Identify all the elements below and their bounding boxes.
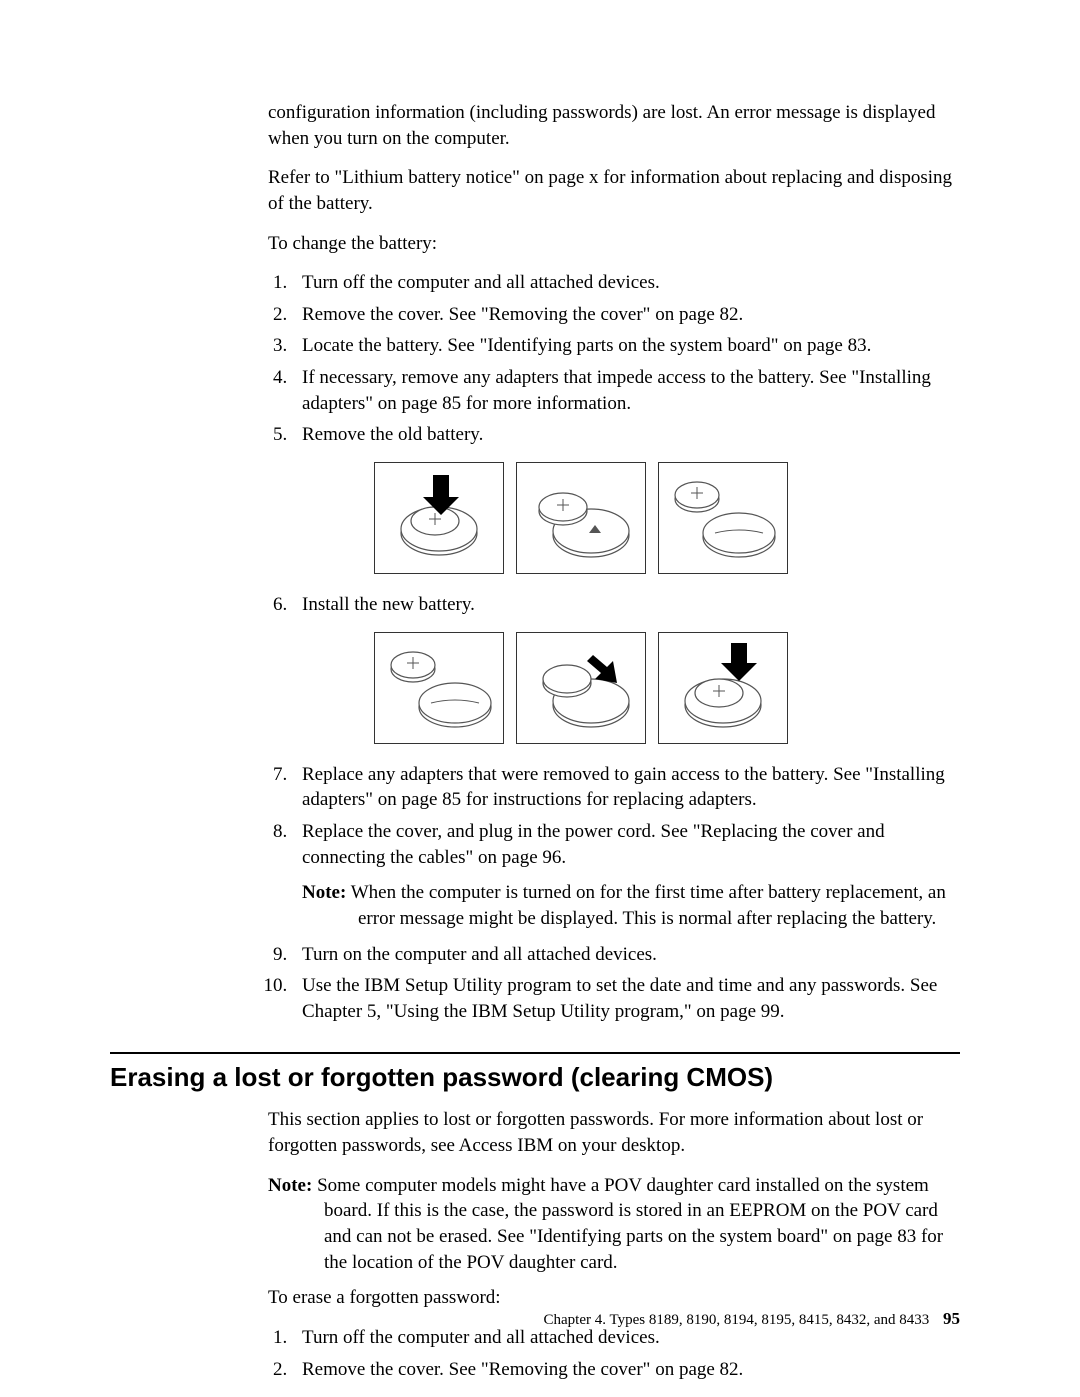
step-3: Locate the battery. See "Identifying par… [292, 333, 960, 359]
figure-row-remove [374, 462, 960, 574]
erase-steps-list: Turn off the computer and all attached d… [268, 1325, 960, 1382]
section-divider [110, 1052, 960, 1054]
page: configuration information (including pas… [0, 0, 1080, 1397]
step-7: Replace any adapters that were removed t… [292, 762, 960, 813]
intro-paragraph-2: Refer to "Lithium battery notice" on pag… [268, 165, 960, 216]
step-8-text: Replace the cover, and plug in the power… [302, 821, 885, 868]
step-4: If necessary, remove any adapters that i… [292, 365, 960, 416]
section-heading: Erasing a lost or forgotten password (cl… [110, 1062, 960, 1093]
figure-row-install [374, 632, 960, 744]
erase-step-2: Remove the cover. See "Removing the cove… [292, 1357, 960, 1383]
figure-install-3 [658, 632, 788, 744]
step-1: Turn off the computer and all attached d… [292, 270, 960, 296]
figure-install-2 [516, 632, 646, 744]
intro-paragraph-3: To change the battery: [268, 231, 960, 257]
step-5: Remove the old battery. [292, 422, 960, 448]
footer-page-number: 95 [943, 1309, 960, 1328]
body-column: configuration information (including pas… [268, 100, 960, 1382]
step-8-note: Note: When the computer is turned on for… [302, 880, 960, 931]
section2-paragraph-1: This section applies to lost or forgotte… [268, 1107, 960, 1158]
battery-steps-list: Turn off the computer and all attached d… [268, 270, 960, 448]
figure-remove-2 [516, 462, 646, 574]
note-label: Note: [302, 882, 346, 903]
note-label: Note: [268, 1175, 312, 1196]
step-9: Turn on the computer and all attached de… [292, 942, 960, 968]
footer-chapter: Chapter 4. Types 8189, 8190, 8194, 8195,… [544, 1312, 930, 1328]
step-6: Install the new battery. [292, 592, 960, 618]
step-10: Use the IBM Setup Utility program to set… [292, 973, 960, 1024]
figure-install-1 [374, 632, 504, 744]
section2-paragraph-2: To erase a forgotten password: [268, 1285, 960, 1311]
page-footer: Chapter 4. Types 8189, 8190, 8194, 8195,… [544, 1309, 960, 1329]
figure-remove-1 [374, 462, 504, 574]
note-text: Some computer models might have a POV da… [317, 1175, 943, 1273]
note-text: When the computer is turned on for the f… [351, 882, 946, 929]
battery-steps-list-3: Replace any adapters that were removed t… [268, 762, 960, 1025]
step-8: Replace the cover, and plug in the power… [292, 819, 960, 932]
intro-paragraph-1: configuration information (including pas… [268, 100, 960, 151]
section2-note: Note: Some computer models might have a … [268, 1173, 960, 1276]
step-2: Remove the cover. See "Removing the cove… [292, 302, 960, 328]
battery-steps-list-2: Install the new battery. [268, 592, 960, 618]
figure-remove-3 [658, 462, 788, 574]
